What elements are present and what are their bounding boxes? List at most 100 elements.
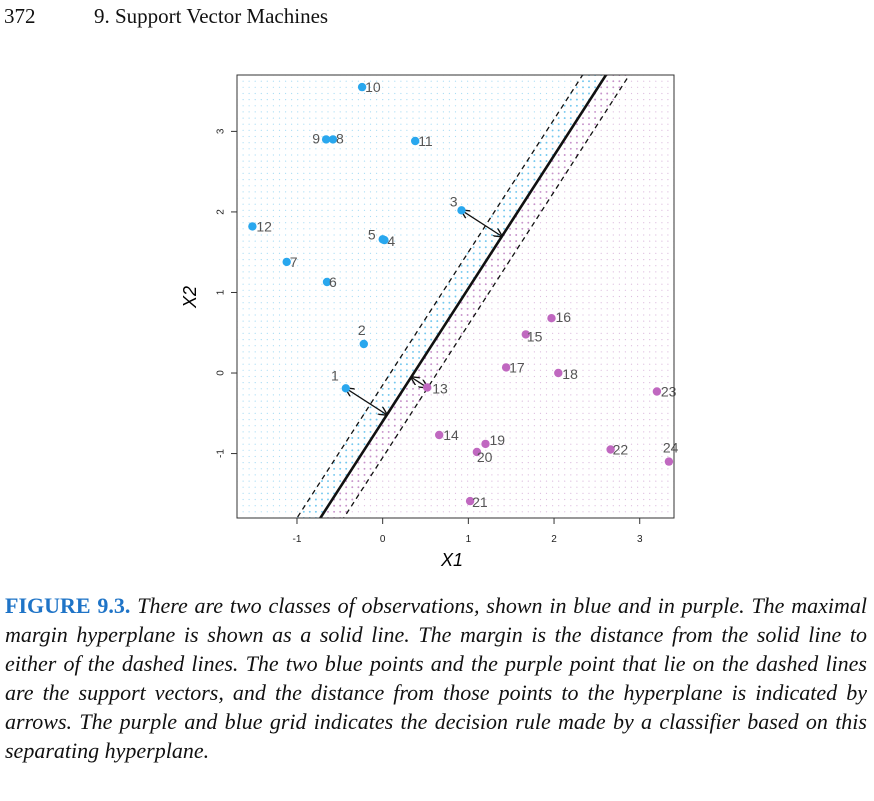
grid-dot — [442, 357, 445, 359]
grid-dot — [454, 111, 457, 113]
grid-dot — [606, 246, 608, 248]
grid-dot — [515, 357, 517, 359]
grid-dot — [594, 419, 596, 421]
grid-dot — [260, 332, 262, 334]
grid-dot — [503, 332, 505, 334]
grid-dot — [260, 425, 262, 427]
grid-dot — [515, 123, 517, 125]
grid-dot — [467, 166, 469, 168]
grid-dot — [454, 240, 457, 242]
grid-dot — [600, 179, 602, 181]
grid-dot — [539, 369, 542, 371]
grid-dot — [376, 339, 378, 341]
grid-dot — [630, 455, 633, 458]
grid-dot — [594, 209, 596, 211]
grid-dot — [387, 393, 390, 396]
grid-dot — [394, 92, 396, 95]
grid-dot — [333, 339, 335, 341]
grid-dot — [418, 99, 420, 101]
grid-dot — [315, 468, 317, 470]
grid-dot — [600, 468, 602, 470]
grid-dot — [248, 345, 250, 347]
grid-dot — [558, 474, 560, 476]
grid-dot — [618, 419, 621, 421]
grid-dot — [570, 283, 572, 285]
grid-dot — [637, 271, 639, 273]
grid-dot — [272, 369, 274, 371]
grid-dot — [478, 295, 481, 298]
grid-dot — [418, 505, 420, 507]
grid-dot — [260, 240, 262, 242]
grid-dot — [448, 185, 450, 187]
grid-dot — [266, 357, 268, 359]
grid-dot — [369, 148, 372, 150]
grid-dot — [448, 369, 450, 371]
grid-dot — [285, 197, 287, 199]
grid-dot — [643, 474, 645, 476]
grid-dot — [637, 148, 639, 150]
grid-dot — [412, 419, 414, 421]
grid-dot — [406, 339, 408, 341]
grid-dot — [285, 388, 287, 390]
grid-dot — [618, 277, 621, 279]
grid-dot — [278, 326, 281, 328]
grid-dot — [272, 283, 274, 285]
grid-dot — [467, 191, 469, 193]
grid-dot — [327, 431, 329, 433]
grid-dot — [248, 105, 250, 107]
grid-dot — [260, 400, 262, 402]
grid-dot — [339, 289, 341, 291]
grid-dot — [266, 375, 268, 378]
grid-dot — [588, 326, 590, 328]
grid-dot — [333, 332, 335, 334]
grid-dot — [485, 375, 487, 378]
grid-dot — [588, 271, 590, 273]
grid-dot — [309, 406, 311, 408]
grid-dot — [266, 215, 268, 218]
grid-dot — [357, 486, 360, 489]
grid-dot — [309, 154, 311, 156]
grid-dot — [630, 197, 633, 199]
grid-dot — [309, 105, 311, 107]
grid-dot — [588, 468, 590, 470]
grid-dot — [630, 425, 633, 427]
grid-dot — [545, 277, 548, 279]
grid-dot — [442, 197, 444, 199]
grid-dot — [418, 203, 420, 205]
grid-dot — [521, 135, 523, 138]
grid-dot — [485, 80, 487, 82]
grid-dot — [491, 492, 493, 494]
grid-dot — [394, 228, 396, 230]
grid-dot — [424, 486, 426, 488]
grid-dot — [297, 332, 299, 334]
grid-dot — [643, 369, 645, 371]
grid-dot — [327, 86, 329, 88]
grid-dot — [406, 185, 408, 187]
grid-dot — [321, 259, 323, 261]
grid-dot — [297, 80, 299, 82]
grid-dot — [618, 185, 621, 187]
grid-dot — [618, 117, 621, 119]
grid-dot — [333, 369, 335, 371]
grid-dot — [473, 357, 475, 359]
grid-dot — [618, 363, 621, 365]
grid-dot — [448, 425, 450, 427]
grid-dot — [612, 505, 614, 507]
grid-dot — [461, 166, 463, 168]
grid-dot — [345, 222, 347, 224]
grid-dot — [509, 289, 511, 291]
grid-dot — [345, 295, 347, 298]
grid-dot — [539, 111, 542, 113]
grid-dot — [515, 234, 518, 236]
grid-dot — [291, 511, 293, 513]
grid-dot — [600, 332, 602, 334]
grid-dot — [297, 166, 299, 168]
grid-dot — [387, 443, 390, 446]
grid-dot — [479, 382, 481, 384]
grid-dot — [369, 505, 372, 507]
grid-dot — [314, 510, 317, 513]
grid-dot — [266, 197, 268, 199]
grid-dot — [485, 425, 487, 427]
grid-dot — [467, 326, 469, 328]
grid-dot — [588, 277, 590, 279]
